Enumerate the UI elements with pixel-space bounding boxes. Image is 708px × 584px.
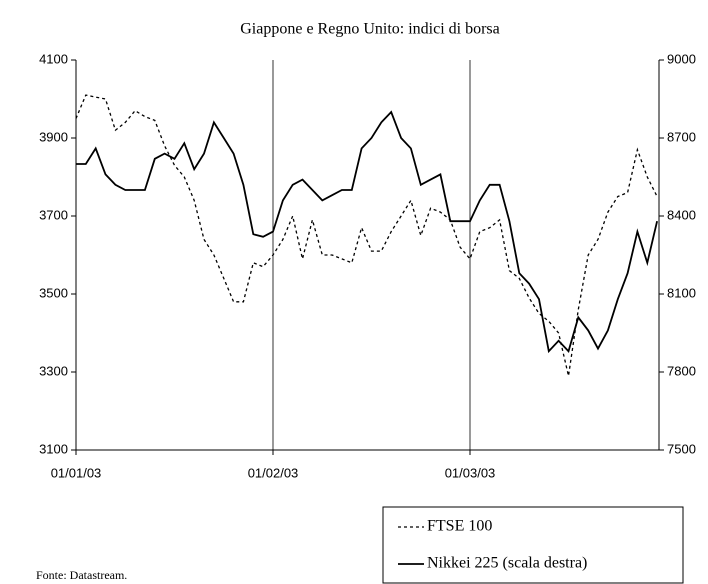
y-tick-label: 3300 (39, 363, 68, 378)
legend-box (382, 506, 684, 584)
x-tick-label: 01/02/03 (248, 465, 299, 480)
y-tick-label: 3500 (39, 285, 68, 300)
series-line (76, 110, 658, 354)
chart-title: Giappone e Regno Unito: indici di borsa (240, 21, 500, 38)
y2-tick-label: 9000 (667, 51, 696, 66)
y2-tick-label: 7800 (667, 363, 696, 378)
legend-label: Nikkei 225 (scala destra) (427, 555, 587, 572)
legend-label: FTSE 100 (427, 518, 492, 535)
y2-tick-label: 8700 (667, 129, 696, 144)
x-tick-label: 01/01/03 (51, 465, 102, 480)
x-tick-label: 01/03/03 (445, 465, 496, 480)
y-tick-label: 3700 (39, 207, 68, 222)
y-tick-label: 4100 (39, 51, 68, 66)
source-note: Fonte: Datastream. (36, 568, 127, 582)
y2-tick-label: 8100 (667, 285, 696, 300)
y2-tick-label: 8400 (667, 207, 696, 222)
y-tick-label: 3900 (39, 129, 68, 144)
series-line (75, 94, 658, 377)
y-tick-label: 3100 (39, 441, 68, 456)
y2-tick-label: 7500 (667, 441, 696, 456)
